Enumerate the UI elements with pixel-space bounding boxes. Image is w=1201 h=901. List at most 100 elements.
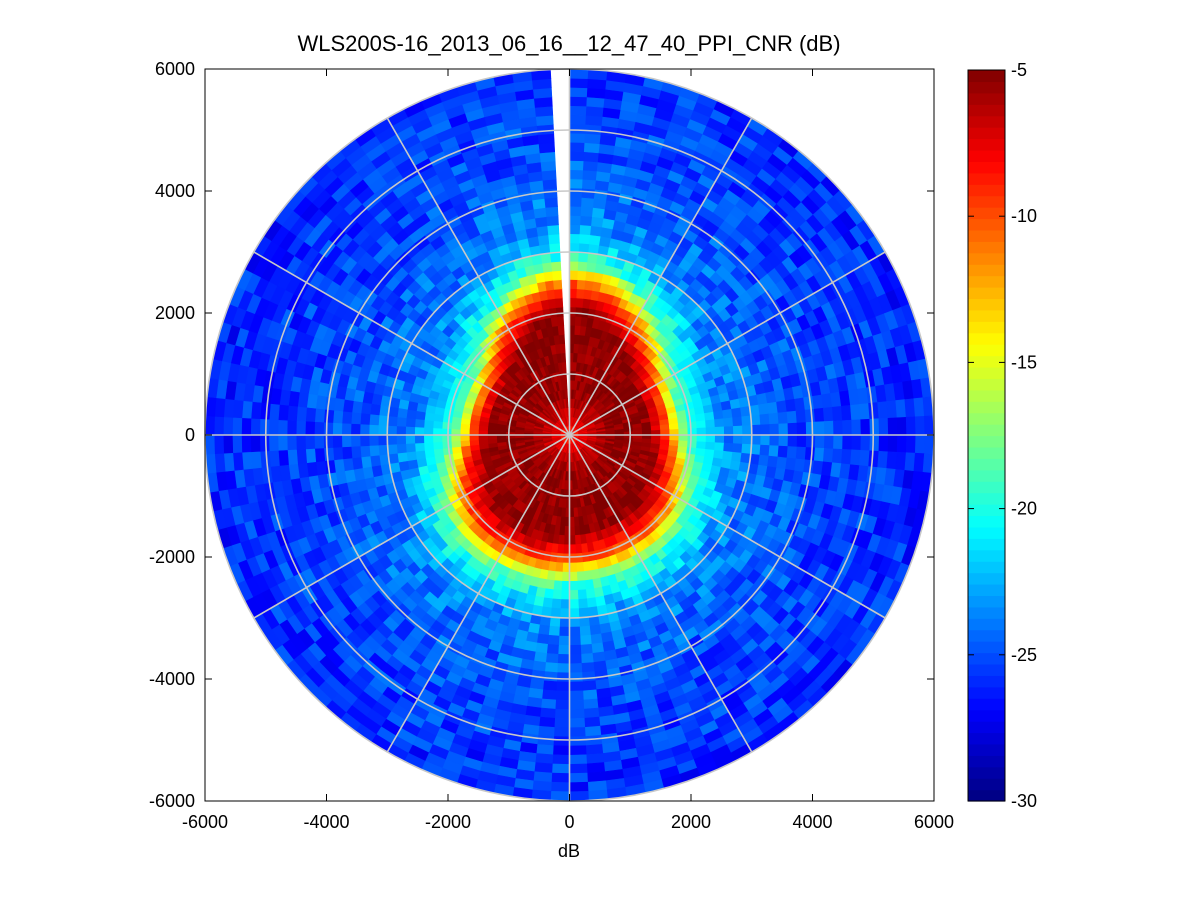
heatmap-cell [569,251,580,262]
colorbar-swatch [968,70,1005,83]
colorbar-swatch [968,721,1005,734]
colorbar-swatch [968,161,1005,174]
heatmap-cell [414,442,425,452]
heatmap-cell [705,434,716,443]
heatmap-cell [559,343,566,354]
heatmap-cell [369,454,381,467]
colorbar-swatch [968,755,1005,768]
heatmap-cell [905,416,917,436]
heatmap-cell [368,413,380,426]
heatmap-cell [887,417,898,436]
heatmap-cell [914,434,926,454]
heatmap-cell [913,397,925,418]
heatmap-cell [569,233,581,244]
heatmap-cell [732,416,743,427]
heatmap-cell [767,455,779,469]
heatmap-cell [536,633,549,645]
heatmap-cell [551,772,570,784]
heatmap-cell [553,288,563,299]
colorbar-swatch [968,264,1005,277]
heatmap-cell [204,434,215,455]
heatmap-cell [687,427,698,436]
heatmap-cell [569,653,582,665]
heatmap-cell [542,178,557,190]
heatmap-cell [250,450,262,469]
heatmap-cell [577,270,587,281]
heatmap-cell [554,708,570,719]
heatmap-cell [569,727,586,738]
heatmap-cell [577,261,588,272]
heatmap-cell [406,450,417,462]
heatmap-cell [551,261,562,272]
heatmap-cell [584,734,603,746]
heatmap-cell [232,451,244,471]
heatmap-cell [556,672,570,683]
heatmap-cell [545,653,559,664]
heatmap-cell [558,635,570,646]
heatmap-cell [776,456,788,470]
heatmap-cell [583,707,600,719]
heatmap-cell [396,407,408,419]
heatmap-cell [540,698,556,710]
colorbar-tick-label: -25 [1011,645,1037,665]
heatmap-cell [548,233,560,245]
heatmap-cell [574,534,582,545]
heatmap-cell [841,405,852,421]
heatmap-cell [405,442,416,453]
heatmap-cell [587,78,607,90]
heatmap-cell [860,434,871,452]
heatmap-cell [787,422,798,436]
heatmap-cell [677,422,689,430]
heatmap-cell [579,224,592,236]
colorbar-swatch [968,618,1005,631]
heatmap-cell [904,452,916,472]
heatmap-cell [442,447,453,456]
colorbar-swatch [968,252,1005,265]
heatmap-cell [591,216,605,228]
heatmap-cell [562,370,567,381]
colorbar-swatch [968,172,1005,185]
heatmap-cell [542,680,557,692]
heatmap-cell [396,451,408,463]
heatmap-cell [556,663,570,674]
heatmap-cell [777,445,789,459]
heatmap-cell [341,410,353,424]
heatmap-cell [550,791,570,802]
heatmap-cell [767,401,779,415]
colorbar-swatch [968,104,1005,117]
heatmap-cell [583,716,601,728]
heatmap-cell [569,306,577,317]
heatmap-cell [559,608,570,619]
heatmap-cell [387,415,398,427]
heatmap-cell [250,401,262,420]
heatmap-cell [759,413,771,426]
heatmap-cell [924,434,935,455]
heatmap-cell [590,225,603,237]
heatmap-cell [577,589,587,600]
heatmap-cell [714,418,725,428]
heatmap-cell [540,160,556,172]
heatmap-cell [539,707,556,719]
heatmap-cell [741,443,752,455]
heatmap-cell [213,416,225,436]
colorbar-swatch [968,366,1005,379]
heatmap-cell [350,423,361,436]
heatmap-cell [423,441,434,451]
heatmap-cell [534,753,554,765]
heatmap-cell [904,398,916,418]
heatmap-cell [569,196,583,207]
heatmap-cell [814,434,825,449]
heatmap-cell [259,418,270,436]
colorbar-swatch [968,492,1005,505]
colorbar-swatch [968,195,1005,208]
y-tick-label: 6000 [155,59,195,79]
colorbar-tick-label: -30 [1011,791,1037,811]
heatmap-cell [722,408,733,420]
heatmap-cell [569,745,587,756]
heatmap-cell [813,407,825,423]
heatmap-cell [536,734,555,746]
heatmap-cell [886,400,898,419]
heatmap-cell [232,399,244,419]
colorbar-swatch [968,115,1005,128]
heatmap-cell [350,411,362,425]
